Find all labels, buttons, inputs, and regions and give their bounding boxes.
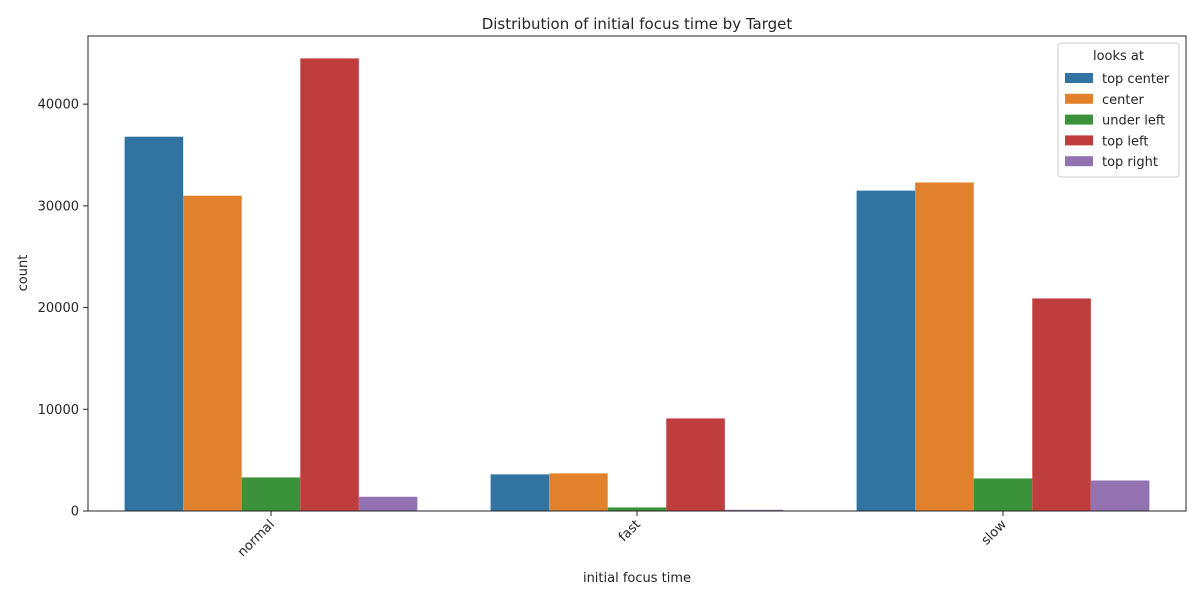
x-axis-title: initial focus time [583,571,691,586]
bar-slow-under-left [973,478,1033,511]
bars-group [124,58,1150,512]
x-tick-label-slow: slow [979,517,1010,548]
legend-label-under-left: under left [1102,114,1165,129]
legend-label-top-center: top center [1102,72,1170,87]
legend-swatch-top-left [1065,135,1093,146]
legend-swatch-under-left [1065,114,1093,125]
bar-fast-top-center [490,474,550,511]
bar-normal-top-left [300,58,359,512]
x-axis: normal fast slow [235,511,1010,560]
legend-label-top-left: top left [1102,134,1149,149]
bar-normal-top-center [124,136,184,512]
bar-normal-under-left [241,477,301,511]
bar-normal-center [183,195,242,511]
bar-slow-center [915,182,974,512]
y-tick-label: 20000 [38,301,79,316]
legend-swatch-top-right [1065,156,1093,167]
y-tick-label: 10000 [38,403,79,418]
bar-fast-top-left [666,418,725,511]
y-tick-label: 30000 [38,199,79,214]
bar-fast-top-right [724,509,784,511]
bar-slow-top-left [1032,298,1091,511]
bar-fast-center [549,473,608,511]
y-tick-label: 0 [71,505,79,520]
legend-swatch-top-center [1065,73,1093,83]
x-tick-label-normal: normal [235,517,278,560]
bar-slow-top-right [1090,480,1150,511]
legend-label-top-right: top right [1102,155,1158,170]
y-axis: 0 10000 20000 30000 40000 [38,98,88,520]
legend-swatch-center [1065,93,1093,104]
y-axis-title: count [16,255,31,292]
legend-title: looks at [1093,49,1144,64]
legend: looks at top center center under left top le… [1057,42,1180,178]
x-tick-label-fast: fast [616,517,644,545]
legend-label-center: center [1102,93,1144,108]
bar-slow-top-center [856,190,916,511]
bar-normal-top-right [358,496,418,511]
plot-frame [87,35,1187,512]
chart-title: Distribution of initial focus time by Ta… [482,15,793,33]
bar-fast-under-left [607,507,667,511]
y-tick-label: 40000 [38,98,79,113]
